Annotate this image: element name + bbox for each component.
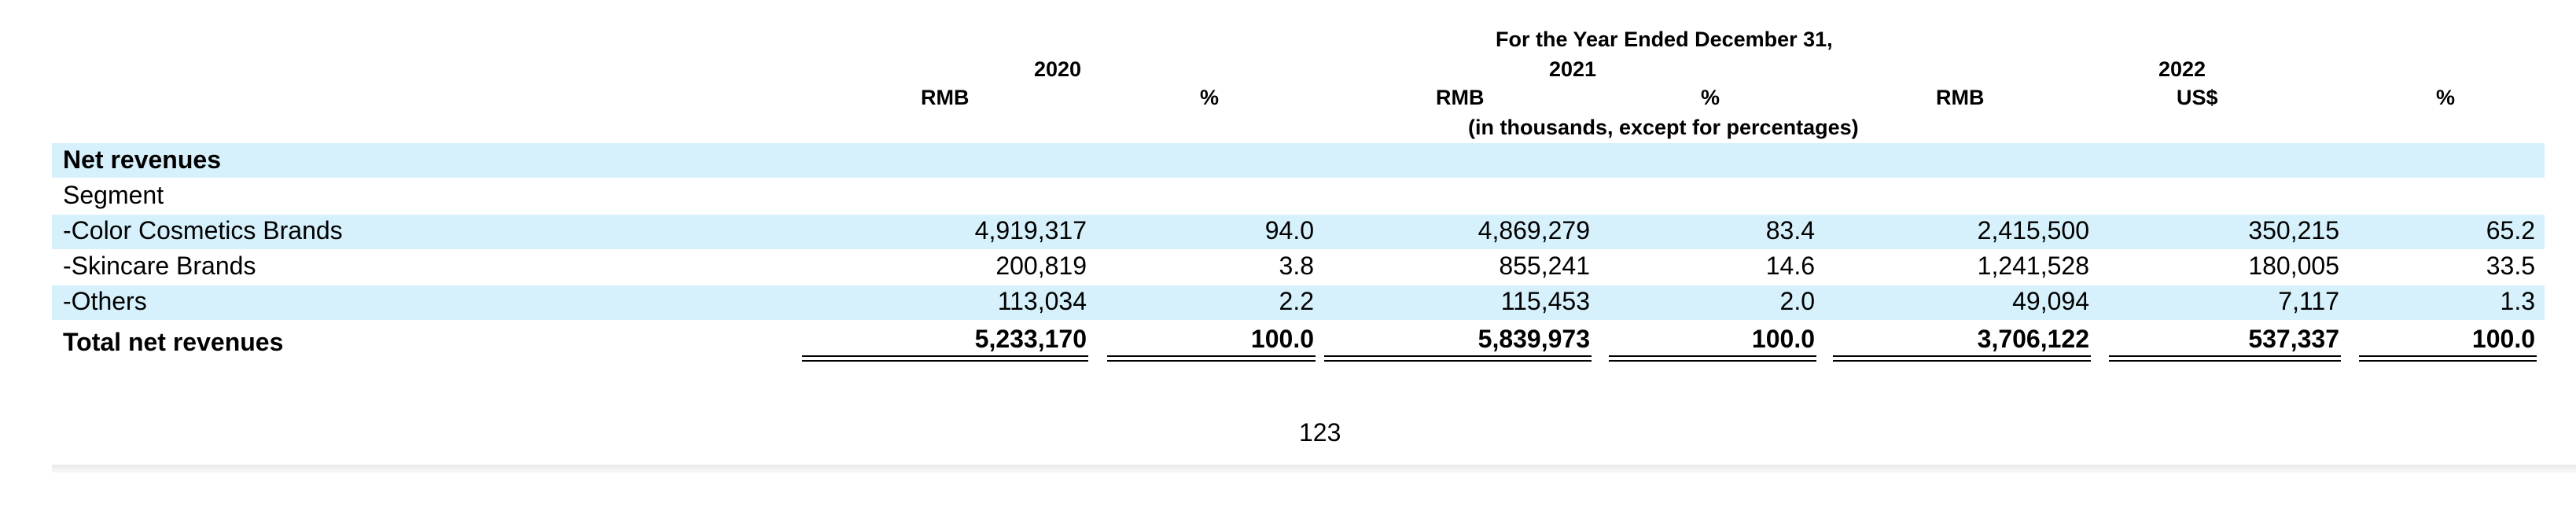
double-underline (1609, 355, 1816, 362)
page-bottom-shadow (52, 465, 2576, 472)
table-cell: 1.3 (2500, 287, 2535, 315)
year-2021-heading: 2021 (1549, 57, 1597, 81)
row-band-others (52, 285, 2545, 320)
total-cell: 3,706,122 (1977, 325, 2089, 353)
unit-heading-2021-percent: % (1701, 86, 1720, 109)
table-cell: 2.2 (1279, 287, 1314, 315)
total-cell: 5,839,973 (1478, 325, 1590, 353)
double-underline (2359, 355, 2537, 362)
year-2022-heading: 2022 (2158, 57, 2206, 81)
page-number: 123 (1299, 418, 1341, 447)
unit-heading-2020-percent: % (1200, 86, 1220, 109)
total-cell: 100.0 (1751, 325, 1815, 353)
units-note: (in thousands, except for percentages) (1468, 116, 1859, 139)
table-cell: 3.8 (1279, 252, 1314, 280)
table-cell: 115,453 (1500, 287, 1590, 315)
unit-heading-2022-usd: US$ (2177, 86, 2218, 109)
unit-heading-2022-percent: % (2436, 86, 2456, 109)
table-cell: 4,869,279 (1478, 216, 1590, 244)
unit-heading-2020-rmb: RMB (921, 86, 970, 109)
total-cell: 100.0 (1250, 325, 1314, 353)
total-cell: 100.0 (2471, 325, 2535, 353)
table-cell: 33.5 (2486, 252, 2535, 280)
period-heading: For the Year Ended December 31, (1496, 28, 1833, 51)
table-cell: 7,117 (2278, 287, 2339, 315)
total-cell: 537,337 (2248, 325, 2339, 353)
table-cell: 113,034 (997, 287, 1087, 315)
double-underline (1107, 355, 1316, 362)
total-cell: 5,233,170 (974, 325, 1087, 353)
row-label-net-revenues: Net revenues (63, 145, 221, 174)
table-cell: 83.4 (1765, 216, 1815, 244)
row-label-others: -Others (63, 287, 147, 315)
double-underline (1833, 355, 2091, 362)
table-cell: 14.6 (1765, 252, 1815, 280)
table-cell: 4,919,317 (974, 216, 1087, 244)
row-label-total-net-revenues: Total net revenues (63, 328, 284, 356)
table-cell: 200,819 (995, 252, 1087, 280)
unit-heading-2022-rmb: RMB (1936, 86, 1985, 109)
double-underline (802, 355, 1088, 362)
year-2020-heading: 2020 (1034, 57, 1082, 81)
unit-heading-2021-rmb: RMB (1436, 86, 1485, 109)
table-cell: 49,094 (2012, 287, 2089, 315)
table-cell: 65.2 (2486, 216, 2535, 244)
row-label-segment: Segment (63, 181, 164, 209)
row-label-color-cosmetics: -Color Cosmetics Brands (63, 216, 343, 244)
table-cell: 180,005 (2248, 252, 2339, 280)
table-cell: 2,415,500 (1977, 216, 2089, 244)
row-band-net-revenues (52, 143, 2545, 178)
table-cell: 2.0 (1779, 287, 1815, 315)
row-band-color-cosmetics (52, 215, 2545, 249)
double-underline (1324, 355, 1592, 362)
table-cell: 855,241 (1499, 252, 1590, 280)
double-underline (2109, 355, 2341, 362)
table-cell: 350,215 (2248, 216, 2339, 244)
table-cell: 1,241,528 (1977, 252, 2089, 280)
table-cell: 94.0 (1264, 216, 1314, 244)
row-label-skincare: -Skincare Brands (63, 252, 256, 280)
